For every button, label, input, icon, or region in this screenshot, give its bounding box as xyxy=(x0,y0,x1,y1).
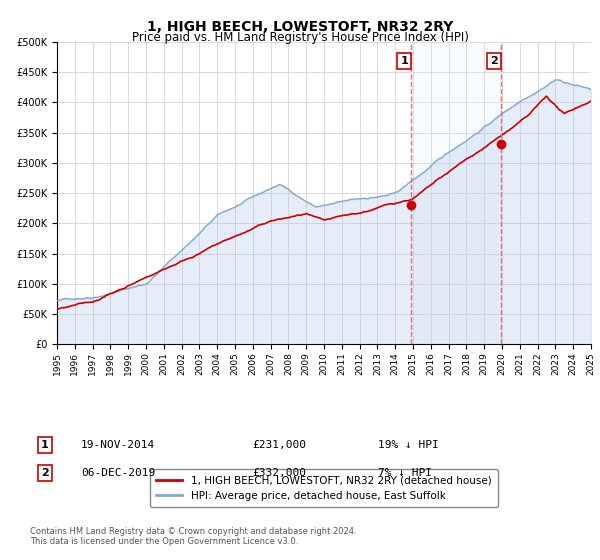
Text: £231,000: £231,000 xyxy=(252,440,306,450)
Bar xyxy=(411,42,500,344)
Text: 19-NOV-2014: 19-NOV-2014 xyxy=(81,440,155,450)
Text: 1: 1 xyxy=(400,57,408,66)
Text: Price paid vs. HM Land Registry's House Price Index (HPI): Price paid vs. HM Land Registry's House … xyxy=(131,31,469,44)
Text: 7% ↓ HPI: 7% ↓ HPI xyxy=(378,468,432,478)
Text: Contains HM Land Registry data © Crown copyright and database right 2024.
This d: Contains HM Land Registry data © Crown c… xyxy=(30,526,356,546)
Text: 1, HIGH BEECH, LOWESTOFT, NR32 2RY: 1, HIGH BEECH, LOWESTOFT, NR32 2RY xyxy=(147,20,453,34)
Text: 1: 1 xyxy=(41,440,49,450)
Text: 2: 2 xyxy=(41,468,49,478)
Legend: 1, HIGH BEECH, LOWESTOFT, NR32 2RY (detached house), HPI: Average price, detache: 1, HIGH BEECH, LOWESTOFT, NR32 2RY (deta… xyxy=(150,469,498,507)
Text: £332,000: £332,000 xyxy=(252,468,306,478)
Text: 06-DEC-2019: 06-DEC-2019 xyxy=(81,468,155,478)
Text: 19% ↓ HPI: 19% ↓ HPI xyxy=(378,440,439,450)
Text: 2: 2 xyxy=(490,57,498,66)
